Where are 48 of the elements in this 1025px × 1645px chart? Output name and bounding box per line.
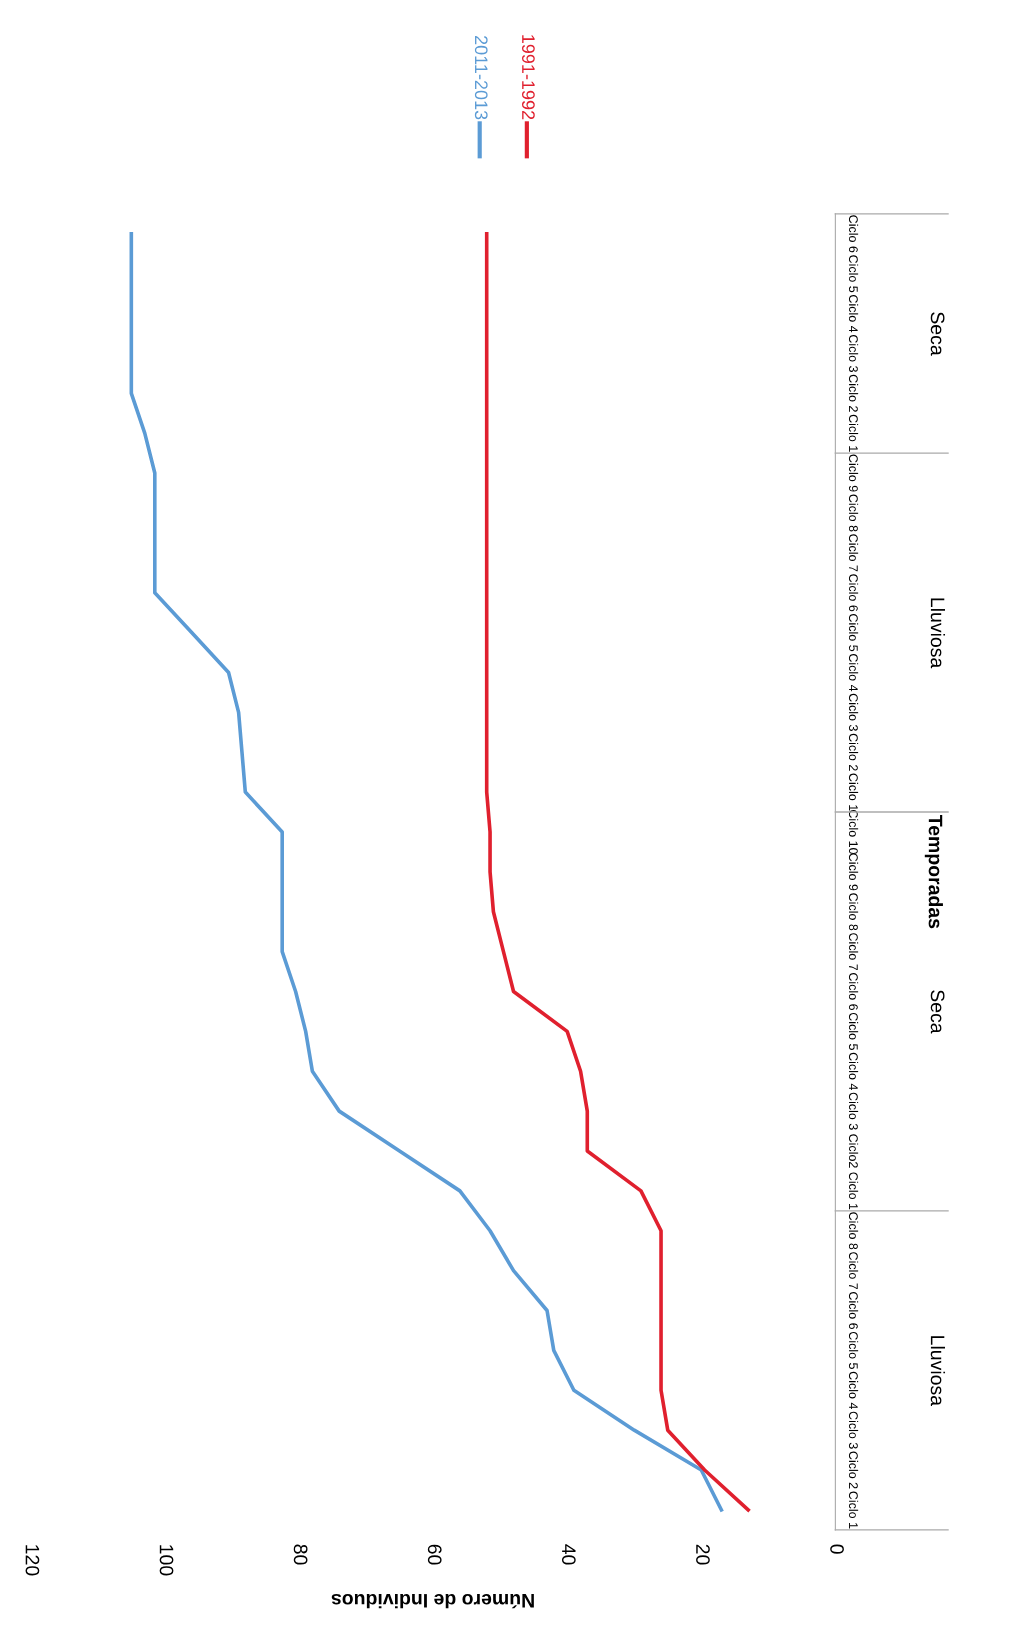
x-tick-label: 20	[696, 1544, 710, 1565]
y-tick-label: Ciclo 4	[848, 653, 859, 692]
y-tick-label: Ciclo 2	[848, 733, 859, 771]
y-tick-label: Ciclo 5	[848, 255, 859, 293]
y-tick-label: Ciclo 2	[848, 1451, 859, 1489]
y-tick-label: Ciclo2	[848, 1134, 859, 1168]
y-tick-label: Ciclo 3	[848, 693, 859, 731]
y-axis-title: Temporadas	[924, 814, 943, 929]
x-tick-label: 80	[293, 1544, 308, 1565]
y-tick-label: Ciclo 3	[848, 1411, 859, 1449]
y-tick-label: Ciclo 9	[848, 454, 859, 492]
text: Seca	[930, 990, 945, 1034]
y-tick-label: Ciclo 5	[848, 614, 859, 652]
x-tick-label: 60	[427, 1544, 442, 1565]
y-tick-label: Ciclo 4	[848, 1052, 859, 1090]
y-tick-label: Ciclo 6	[848, 1292, 859, 1330]
y-tick-label: Ciclo 1	[848, 1172, 859, 1210]
y-tick-label: Ciclo 3	[848, 1092, 859, 1130]
y-tick-label: Ciclo 1	[848, 1491, 859, 1529]
text: 1991-1992	[522, 35, 535, 120]
y-tick-label: Ciclo 9	[848, 853, 859, 891]
y-tick-label: Ciclo 8	[848, 494, 859, 532]
y-tick-label: Ciclo 7	[848, 534, 859, 572]
y-tick-label: Ciclo 1	[848, 773, 859, 811]
x-tick-label: 40	[561, 1544, 576, 1565]
y-tick-label: Ciclo 2	[848, 374, 859, 412]
y-tick-label: Ciclo 8	[848, 1212, 859, 1250]
y-tick-label: Ciclo 10	[848, 810, 859, 855]
y-tick-label: Ciclo 7	[848, 933, 859, 971]
x-tick-label: 0	[830, 1544, 844, 1554]
y-tick-label: Ciclo 5	[848, 1012, 859, 1050]
y-tick-label: Ciclo 4	[848, 1371, 859, 1410]
y-tick-label: Ciclo 3	[848, 334, 859, 372]
y-tick-label: Ciclo 7	[848, 1252, 859, 1290]
x-tick-label: 100	[159, 1545, 174, 1576]
y-tick-label: Ciclo 6	[848, 215, 859, 253]
y-tick-label: Ciclo 8	[848, 893, 859, 931]
y-tick-label: Ciclo 6	[848, 574, 859, 612]
text: Seca	[930, 312, 945, 356]
x-axis-title: Número de Individuos	[331, 1593, 534, 1609]
y-tick-label: Ciclo 4	[848, 295, 859, 333]
text: Lluviosa	[930, 598, 946, 669]
y-tick-label: Ciclo 1	[848, 414, 859, 452]
text: Lluviosa	[930, 1336, 946, 1407]
y-tick-label: Ciclo 5	[848, 1331, 859, 1369]
y-tick-label: Ciclo 6	[848, 973, 859, 1011]
text: 2011-2013	[474, 35, 488, 120]
x-tick-label: 120	[25, 1545, 40, 1576]
